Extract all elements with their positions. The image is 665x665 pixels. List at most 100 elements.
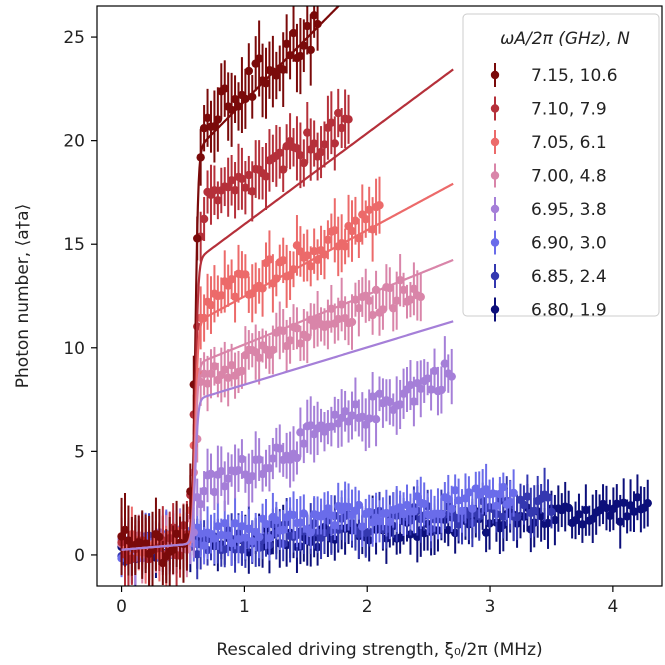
data-point [389, 304, 398, 313]
data-point [395, 503, 405, 512]
data-point [347, 226, 357, 236]
data-point [227, 361, 236, 370]
legend-label: 6.90, 3.0 [531, 234, 607, 254]
data-point [241, 270, 250, 279]
data-point [254, 532, 264, 542]
data-point [244, 524, 254, 534]
data-point [378, 305, 388, 314]
data-point [303, 128, 312, 137]
data-point [237, 522, 247, 531]
data-point [203, 113, 212, 123]
legend-label: 7.10, 7.9 [531, 100, 607, 120]
x-tick-label: 4 [607, 597, 618, 617]
data-point [402, 500, 412, 510]
data-point [199, 124, 209, 133]
data-point [265, 464, 274, 473]
data-point [392, 296, 401, 305]
data-point [237, 454, 247, 464]
fit-layer [121, 6, 454, 551]
data-point [275, 444, 284, 453]
data-point [248, 471, 257, 481]
data-point [230, 292, 240, 302]
legend-marker [490, 271, 500, 281]
data-point [602, 503, 611, 513]
x-axis-ticks: 0 1 2 3 4 [116, 586, 618, 617]
data-point [203, 379, 212, 388]
data-point [296, 51, 305, 61]
data-point [330, 521, 339, 530]
data-point [227, 538, 236, 548]
data-point [605, 511, 615, 520]
data-point [509, 488, 518, 498]
data-point [193, 550, 202, 559]
data-point [230, 94, 240, 104]
data-point [292, 241, 302, 250]
data-point [471, 484, 480, 493]
data-point [210, 186, 219, 195]
data-point [217, 530, 226, 540]
y-tick-label: 10 [63, 339, 85, 359]
data-point [347, 411, 357, 420]
data-point [351, 216, 360, 225]
data-point [220, 84, 229, 93]
x-tick-label: 1 [239, 597, 250, 617]
y-tick-label: 0 [74, 546, 85, 566]
data-point [120, 525, 130, 535]
plot-frame [96, 5, 663, 587]
data-point [375, 200, 384, 210]
data-point [488, 489, 498, 498]
data-point [622, 512, 632, 521]
data-point [303, 21, 312, 31]
data-point [289, 28, 298, 38]
legend: ωA/2π (GHz), N 7.15, 10.6 7.10, 7.9 7.05, 6… [462, 13, 660, 322]
data-point [364, 507, 374, 517]
data-point [450, 513, 460, 522]
y-tick-label: 25 [63, 28, 85, 48]
data-point [196, 529, 205, 538]
data-point [199, 541, 209, 550]
data-point [279, 256, 288, 265]
data-point [220, 482, 229, 491]
data-point [571, 516, 580, 525]
data-point [395, 400, 405, 409]
data-point [234, 534, 243, 544]
data-point [223, 531, 233, 540]
data-point [220, 545, 229, 554]
data-point [340, 407, 350, 416]
data-point [158, 558, 168, 568]
data-point [309, 246, 319, 256]
legend-label: 6.80, 1.9 [531, 301, 607, 321]
data-point [210, 487, 219, 497]
data-point [323, 320, 333, 329]
data-point [364, 205, 374, 214]
data-point [296, 339, 305, 348]
data-point [292, 324, 302, 333]
data-point [512, 513, 522, 522]
data-point [268, 454, 278, 463]
data-point [213, 196, 223, 205]
data-point [330, 139, 339, 148]
data-point [447, 504, 456, 514]
data-point [337, 123, 346, 133]
data-point [385, 517, 395, 527]
data-point [296, 151, 305, 160]
data-point [358, 412, 367, 422]
x-tick-label: 3 [485, 597, 496, 617]
data-point [395, 533, 405, 542]
data-point [230, 519, 240, 528]
data-point [279, 65, 288, 74]
data-point [306, 45, 315, 55]
data-point [323, 504, 333, 513]
data-point [616, 517, 625, 526]
data-point [275, 148, 284, 157]
data-point [217, 291, 226, 300]
legend-marker [490, 70, 500, 80]
data-point [454, 496, 463, 505]
data-point [413, 532, 422, 542]
y-tick-label: 20 [63, 132, 85, 152]
legend-title: ωA/2π (GHz), N [500, 29, 630, 49]
data-point [327, 422, 336, 431]
data-point [364, 414, 374, 423]
data-point [299, 158, 309, 168]
y-axis-ticks: 0 5 10 15 20 25 [63, 28, 97, 566]
